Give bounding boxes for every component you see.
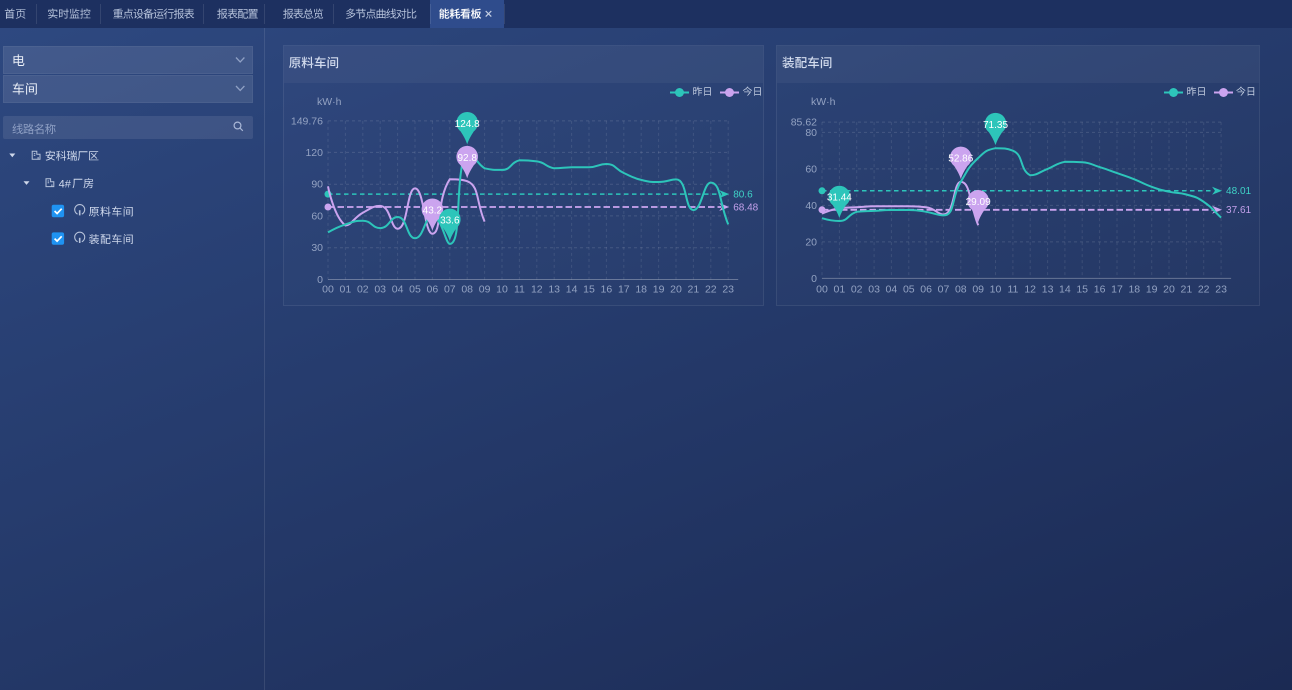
svg-text:20: 20	[1163, 284, 1175, 296]
svg-text:01: 01	[340, 284, 352, 296]
svg-text:85.62: 85.62	[791, 117, 817, 129]
svg-text:17: 17	[1111, 284, 1123, 296]
svg-text:15: 15	[1076, 284, 1088, 296]
svg-text:09: 09	[972, 284, 984, 296]
svg-text:92.8: 92.8	[457, 153, 477, 164]
svg-text:33.6: 33.6	[440, 216, 460, 227]
svg-text:06: 06	[920, 284, 932, 296]
svg-text:11: 11	[514, 284, 525, 296]
svg-text:18: 18	[635, 284, 647, 296]
svg-text:07: 07	[444, 284, 456, 296]
svg-text:40: 40	[805, 200, 817, 212]
svg-text:21: 21	[1181, 284, 1193, 296]
svg-text:22: 22	[705, 284, 717, 296]
svg-text:02: 02	[851, 284, 863, 296]
svg-text:149.76: 149.76	[291, 115, 323, 127]
svg-text:15: 15	[583, 284, 595, 296]
svg-text:21: 21	[688, 284, 700, 296]
svg-text:4#: 4#	[59, 178, 72, 190]
svg-text:08: 08	[461, 284, 473, 296]
svg-text:20: 20	[670, 284, 682, 296]
svg-text:60: 60	[311, 210, 323, 222]
svg-text:13: 13	[1042, 284, 1054, 296]
svg-text:16: 16	[601, 284, 613, 296]
svg-text:124.8: 124.8	[455, 119, 480, 130]
svg-text:09: 09	[479, 284, 491, 296]
svg-text:0: 0	[317, 274, 323, 286]
svg-text:05: 05	[409, 284, 421, 296]
svg-text:60: 60	[805, 163, 817, 175]
svg-text:07: 07	[938, 284, 950, 296]
svg-text:37.61: 37.61	[1226, 205, 1251, 216]
svg-text:12: 12	[1024, 284, 1036, 296]
svg-text:71.35: 71.35	[983, 120, 1008, 131]
svg-text:13: 13	[548, 284, 560, 296]
svg-text:04: 04	[886, 284, 898, 296]
svg-text:120: 120	[305, 147, 323, 159]
svg-text:kW·h: kW·h	[317, 96, 342, 108]
svg-text:00: 00	[816, 284, 828, 296]
svg-text:03: 03	[868, 284, 880, 296]
svg-text:20: 20	[805, 236, 817, 248]
svg-text:00: 00	[322, 284, 334, 296]
svg-text:80: 80	[805, 127, 817, 139]
svg-text:48.01: 48.01	[1226, 186, 1251, 197]
svg-text:14: 14	[566, 284, 578, 296]
svg-text:29.09: 29.09	[966, 197, 991, 208]
svg-text:68.48: 68.48	[733, 202, 758, 213]
svg-text:30: 30	[311, 242, 323, 254]
svg-text:02: 02	[357, 284, 369, 296]
svg-text:11: 11	[1007, 284, 1018, 296]
svg-text:03: 03	[374, 284, 386, 296]
svg-text:06: 06	[427, 284, 439, 296]
svg-text:16: 16	[1094, 284, 1106, 296]
svg-text:08: 08	[955, 284, 967, 296]
svg-text:0: 0	[811, 273, 817, 285]
svg-text:10: 10	[496, 284, 508, 296]
svg-text:43.2: 43.2	[423, 205, 443, 216]
svg-text:19: 19	[653, 284, 665, 296]
svg-text:19: 19	[1146, 284, 1158, 296]
svg-text:80.6: 80.6	[733, 190, 753, 201]
svg-text:23: 23	[1215, 284, 1227, 296]
svg-text:90: 90	[311, 179, 323, 191]
svg-text:17: 17	[618, 284, 630, 296]
svg-text:10: 10	[990, 284, 1002, 296]
svg-text:05: 05	[903, 284, 915, 296]
svg-text:23: 23	[722, 284, 734, 296]
svg-text:31.44: 31.44	[827, 193, 852, 204]
svg-text:04: 04	[392, 284, 404, 296]
svg-text:01: 01	[834, 284, 846, 296]
svg-text:14: 14	[1059, 284, 1071, 296]
svg-text:18: 18	[1128, 284, 1140, 296]
svg-text:22: 22	[1198, 284, 1210, 296]
svg-text:12: 12	[531, 284, 543, 296]
svg-text:kW·h: kW·h	[811, 96, 836, 108]
svg-text:52.86: 52.86	[948, 154, 973, 165]
